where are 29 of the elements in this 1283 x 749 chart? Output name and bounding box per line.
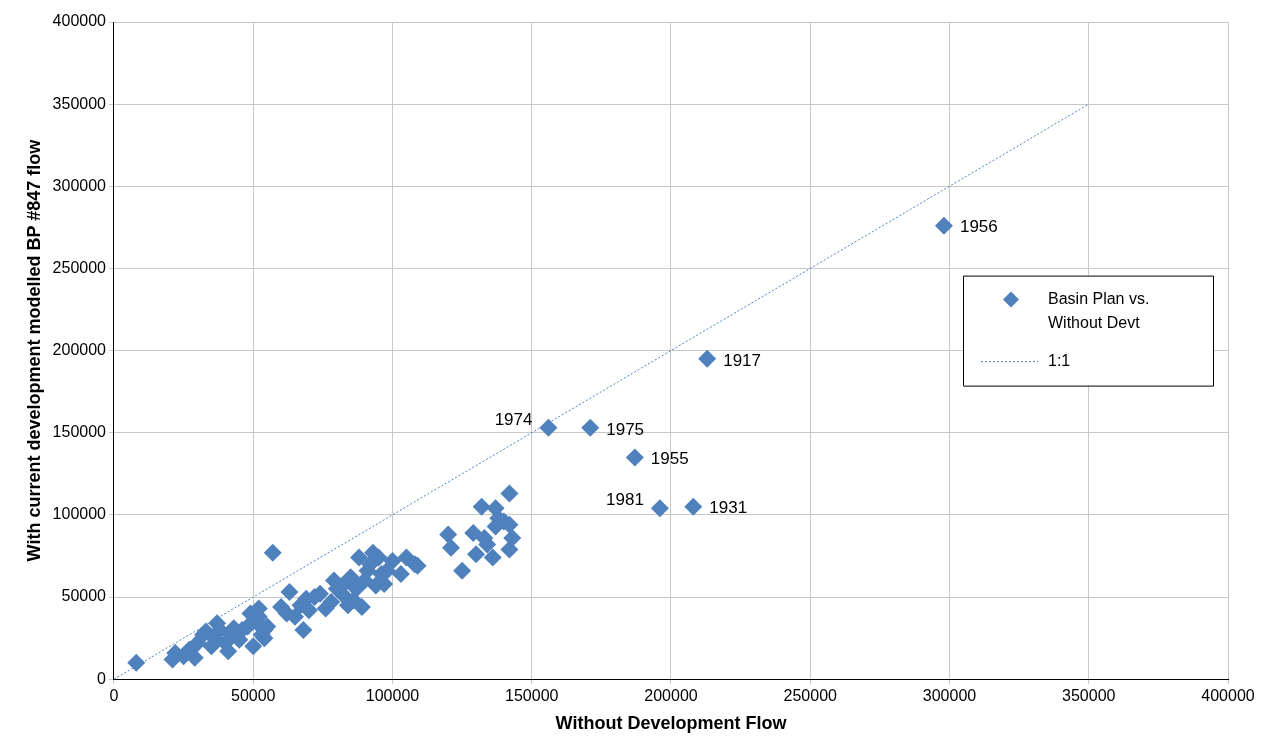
legend-label: Basin Plan vs. Without Devt (1048, 290, 1150, 332)
y-tick-label: 200000 (52, 341, 107, 359)
x-tick-label: 100000 (365, 687, 420, 705)
annotation: 1931 (709, 498, 748, 518)
x-tick-label: 200000 (644, 687, 698, 705)
x-tick-label: 400000 (1201, 687, 1255, 705)
y-tick-label: 50000 (61, 587, 107, 605)
x-tick-label: 350000 (1062, 687, 1116, 705)
x-tick-label: 250000 (783, 687, 838, 705)
annotation: 1955 (650, 449, 689, 469)
annotation: 1917 (723, 350, 762, 370)
y-tick-label: 100000 (52, 505, 107, 523)
legend-label: 1:1 (1048, 352, 1071, 370)
x-tick-label: 300000 (922, 687, 977, 705)
y-tick-label: 0 (97, 669, 107, 687)
annotation: 1975 (606, 419, 645, 439)
annotation: 1956 (959, 217, 998, 237)
y-axis-title: With current development modelled BP #847 flow (23, 138, 44, 562)
annotation: 1981 (606, 490, 644, 510)
x-tick-label: 0 (109, 687, 119, 705)
y-tick-label: 400000 (52, 12, 107, 30)
x-tick-label: 50000 (230, 687, 276, 705)
y-tick-label: 300000 (52, 176, 107, 194)
x-axis-title: Without Development Flow (555, 713, 788, 734)
annotation: 1974 (494, 409, 533, 429)
y-tick-label: 250000 (52, 258, 107, 276)
y-tick-label: 150000 (52, 423, 107, 441)
y-tick-label: 350000 (52, 94, 107, 112)
x-tick-label: 150000 (505, 687, 559, 705)
